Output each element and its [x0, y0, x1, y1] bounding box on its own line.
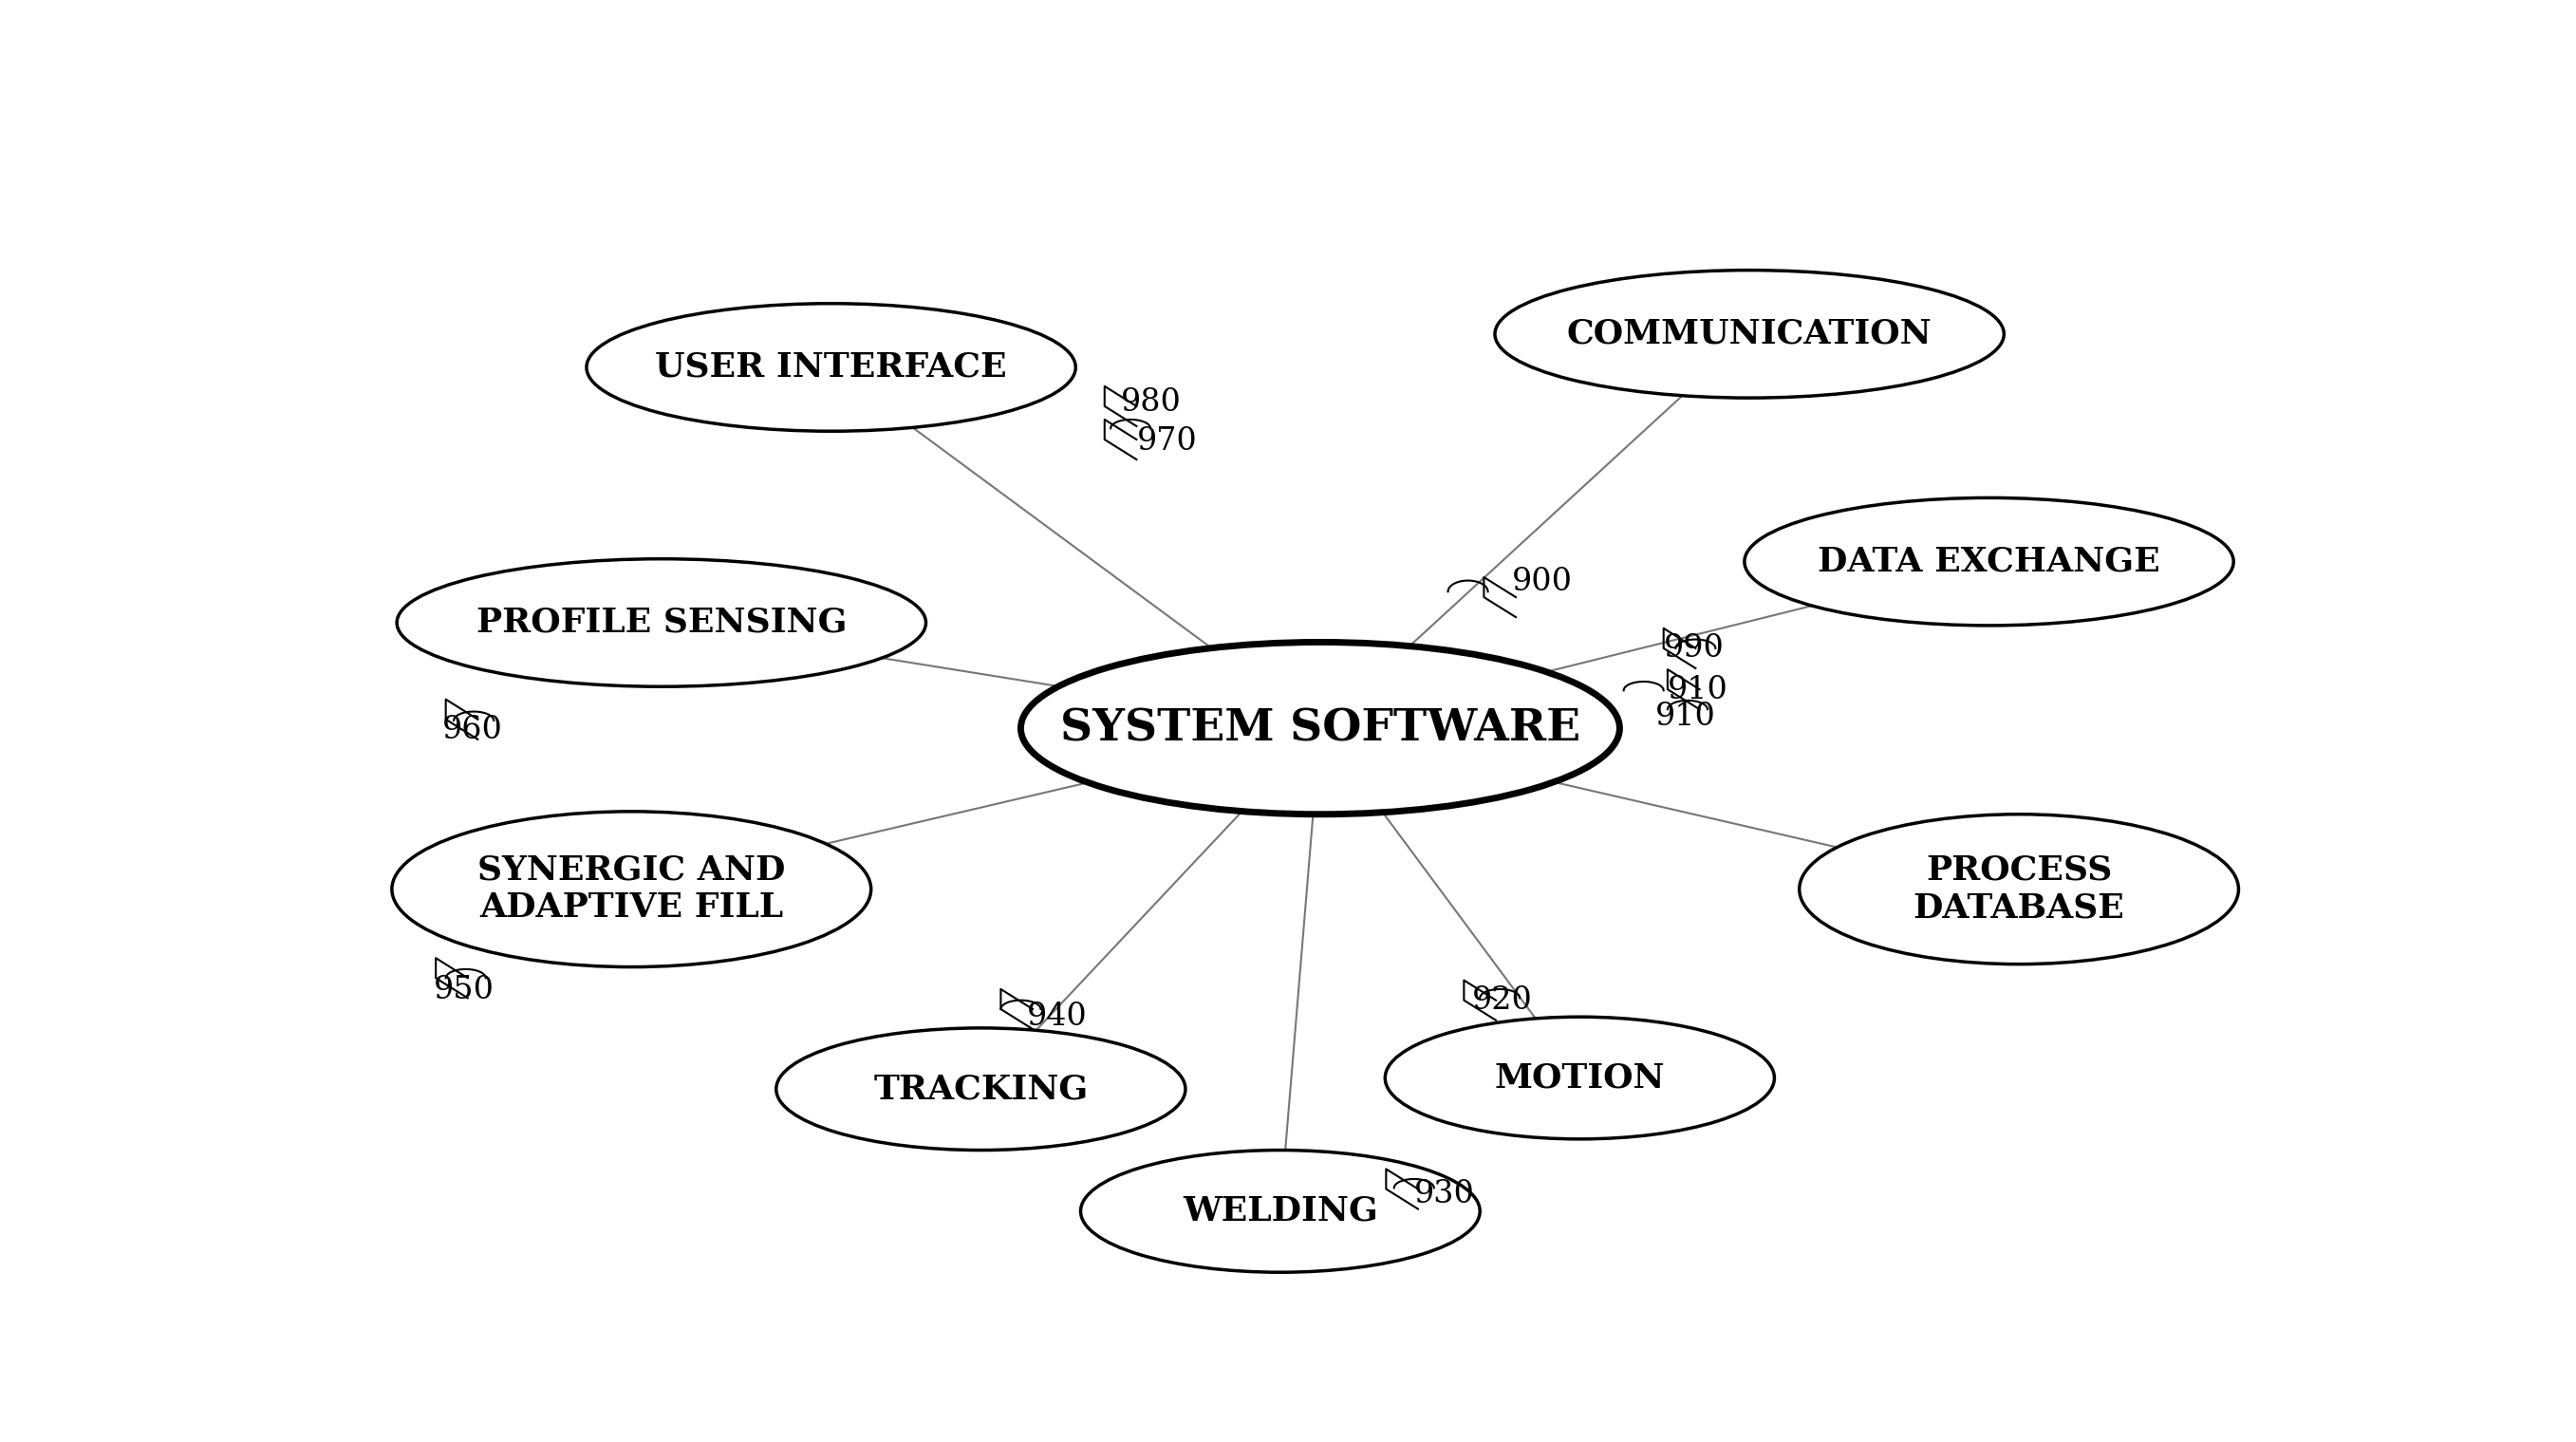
Text: 920: 920: [1471, 985, 1533, 1015]
Text: 980: 980: [1121, 388, 1182, 418]
Ellipse shape: [775, 1028, 1185, 1151]
Text: MOTION: MOTION: [1494, 1061, 1664, 1094]
Text: SYSTEM SOFTWARE: SYSTEM SOFTWARE: [1061, 707, 1579, 750]
Text: 900: 900: [1512, 567, 1571, 597]
Ellipse shape: [587, 303, 1077, 431]
Ellipse shape: [397, 559, 925, 686]
Ellipse shape: [1386, 1017, 1775, 1139]
Text: TRACKING: TRACKING: [873, 1073, 1087, 1105]
Text: 990: 990: [1664, 633, 1723, 663]
Text: PROCESS
DATABASE: PROCESS DATABASE: [1914, 854, 2125, 924]
Ellipse shape: [1020, 642, 1620, 815]
Text: 940: 940: [1028, 1002, 1087, 1032]
Text: WELDING: WELDING: [1182, 1195, 1378, 1227]
Text: PROFILE SENSING: PROFILE SENSING: [477, 607, 848, 639]
Text: COMMUNICATION: COMMUNICATION: [1566, 317, 1932, 350]
Text: SYNERGIC AND
ADAPTIVE FILL: SYNERGIC AND ADAPTIVE FILL: [477, 854, 786, 924]
Text: 950: 950: [433, 975, 495, 1005]
Ellipse shape: [1744, 497, 2233, 626]
Ellipse shape: [392, 812, 871, 968]
Ellipse shape: [1798, 815, 2239, 965]
Text: 910: 910: [1667, 675, 1728, 705]
Ellipse shape: [1494, 270, 2004, 398]
Text: DATA EXCHANGE: DATA EXCHANGE: [1819, 545, 2161, 578]
Text: 960: 960: [443, 715, 502, 746]
Text: 930: 930: [1414, 1180, 1473, 1210]
Text: 910: 910: [1656, 702, 1716, 733]
Text: 970: 970: [1136, 427, 1198, 457]
Ellipse shape: [1082, 1151, 1481, 1272]
Text: USER INTERFACE: USER INTERFACE: [654, 352, 1007, 384]
